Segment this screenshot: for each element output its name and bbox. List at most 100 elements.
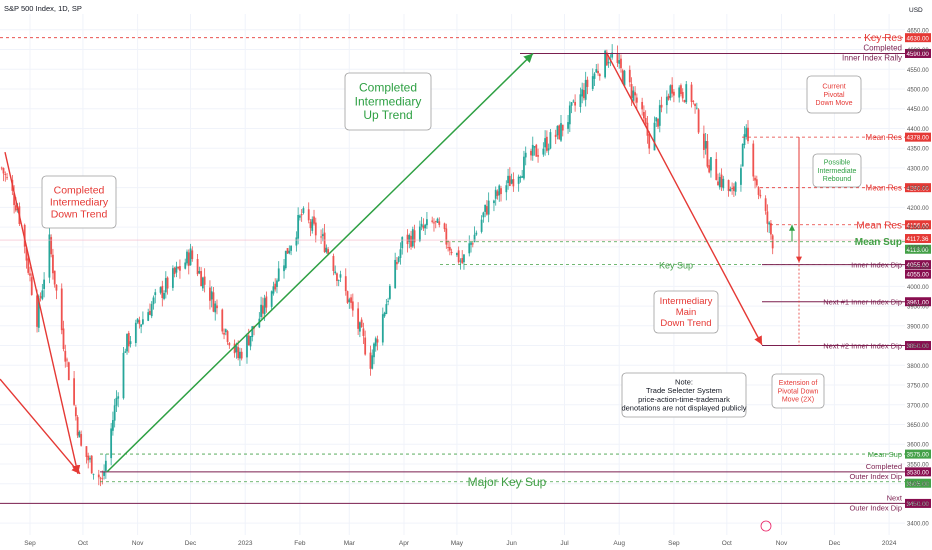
candle-body xyxy=(468,243,471,254)
candle-body xyxy=(473,234,476,243)
candle-body xyxy=(406,234,409,245)
mean-res-2-price: 4250.00 xyxy=(907,185,930,192)
candle-body xyxy=(235,345,238,353)
candle-body xyxy=(92,473,95,475)
candle-body xyxy=(200,271,203,287)
possible-rebound-annotation-line: Possible xyxy=(824,160,851,167)
candle-body xyxy=(67,362,70,381)
candle-body xyxy=(171,268,174,288)
candle-body xyxy=(134,322,137,344)
y-tick-label: 3400.00 xyxy=(907,522,929,528)
grid-lines xyxy=(0,14,905,535)
candle-body xyxy=(237,347,240,359)
candle-body xyxy=(611,52,614,58)
candle-body xyxy=(717,181,719,186)
candle-body xyxy=(665,96,668,106)
candle-body xyxy=(284,250,287,269)
candle-body xyxy=(25,247,28,261)
candle-body xyxy=(325,247,328,253)
candle-body xyxy=(722,178,725,189)
candle-body xyxy=(545,136,548,151)
candle-body xyxy=(741,144,744,167)
candle-body xyxy=(52,254,54,274)
candles xyxy=(0,44,774,487)
mean-res-3-text: Mean Res xyxy=(856,220,902,231)
candle-body xyxy=(346,291,349,303)
candle-body xyxy=(595,69,598,73)
candle-body xyxy=(457,250,460,263)
candle-body xyxy=(6,177,8,179)
inner-dip-price-b: 4055.00 xyxy=(907,272,930,279)
candle-body xyxy=(249,336,252,347)
x-tick-label: Nov xyxy=(132,540,144,547)
mean-sup-2-price-bg xyxy=(905,449,931,459)
candle-body xyxy=(39,296,42,298)
candle-body xyxy=(605,52,608,66)
candle-body xyxy=(542,148,545,155)
y-tick-label: 3550.00 xyxy=(907,462,929,468)
candle-body xyxy=(186,251,188,264)
candle-body xyxy=(307,209,310,221)
candle-body xyxy=(226,331,229,342)
candle-body xyxy=(727,180,730,191)
candle-body xyxy=(337,280,340,281)
candle-body xyxy=(344,276,347,292)
candle-body xyxy=(521,175,524,178)
candle-body xyxy=(179,266,181,271)
candle-body xyxy=(510,179,513,184)
candle-body xyxy=(418,226,421,242)
candle-body xyxy=(387,300,390,302)
candle-body xyxy=(635,97,638,103)
candle-body xyxy=(260,304,262,318)
y-tick-label: 3450.00 xyxy=(907,502,929,508)
candle-body xyxy=(37,298,40,328)
candle-body xyxy=(597,70,599,74)
x-tick-label: Jul xyxy=(560,540,569,547)
candle-body xyxy=(74,407,77,417)
candle-body xyxy=(251,326,254,338)
y-tick-label: 4050.00 xyxy=(907,265,929,271)
candle-body xyxy=(694,103,696,107)
next1-price-bg xyxy=(905,297,931,307)
completed-up-annotation-line: Completed xyxy=(359,81,417,95)
candle-body xyxy=(154,292,157,296)
candle-body xyxy=(233,343,236,354)
candle-body xyxy=(369,352,372,369)
key-res-text: Key Res xyxy=(864,33,902,44)
candle-body xyxy=(530,150,532,156)
current-price: 4117.36 xyxy=(907,236,929,243)
y-tick-label: 4000.00 xyxy=(907,285,929,291)
candle-body xyxy=(159,287,162,293)
mean-res-3-price: 4156.00 xyxy=(907,222,930,229)
candle-body xyxy=(196,258,199,275)
main-down-annotation-line: Main xyxy=(676,307,697,318)
candle-body xyxy=(203,276,206,285)
note-annotation-line: Note: xyxy=(675,378,693,387)
current-pivotal-annotation-box xyxy=(806,75,862,114)
candle-body xyxy=(87,455,90,461)
candle-body xyxy=(766,211,769,224)
completed-rally-text-1: Completed xyxy=(863,43,902,52)
candle-body xyxy=(184,262,187,269)
completed-down-annotation-line: Intermediary xyxy=(50,196,109,208)
candle-body xyxy=(621,70,624,84)
candle-body xyxy=(239,351,241,359)
candle-body xyxy=(496,191,499,196)
note-annotation-line: denotations are not displayed publicly xyxy=(621,403,746,412)
inner-dip-text: Inner Index Dip xyxy=(851,261,902,270)
inner-dip-price-a: 4055.00 xyxy=(907,262,930,269)
candle-body xyxy=(434,221,437,222)
candle-body xyxy=(0,167,3,169)
candle-body xyxy=(560,123,562,141)
candle-body xyxy=(743,134,746,145)
candle-body xyxy=(470,242,472,245)
candle-body xyxy=(14,205,17,211)
candle-body xyxy=(731,187,734,189)
x-tick-label: Dec xyxy=(829,540,841,547)
candle-body xyxy=(274,283,277,290)
candle-body xyxy=(644,117,647,124)
axes: 3400.00 3450.00 3500.00 3550.00 3600.00 3650.… xyxy=(24,28,929,547)
candle-body xyxy=(332,255,335,272)
candle-body xyxy=(459,260,462,262)
